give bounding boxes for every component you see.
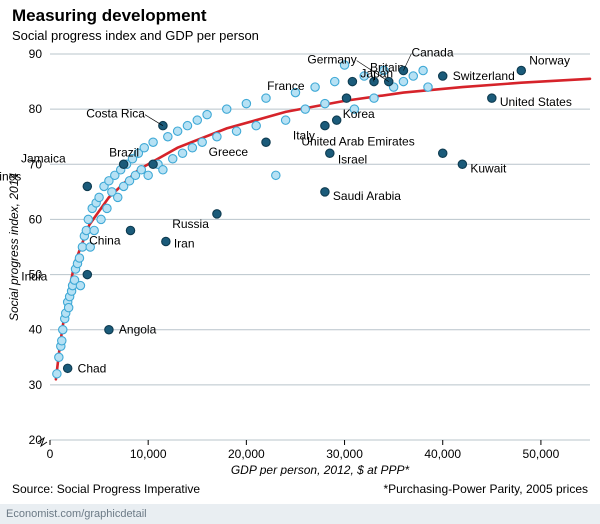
svg-text:0: 0	[47, 447, 54, 461]
svg-text:40,000: 40,000	[424, 447, 461, 461]
footnote-label: *Purchasing-Power Parity, 2005 prices	[383, 482, 588, 496]
svg-text:40: 40	[29, 323, 43, 337]
chart-title: Measuring development	[12, 6, 207, 26]
svg-text:10,000: 10,000	[130, 447, 167, 461]
svg-text:Canada: Canada	[411, 46, 453, 60]
svg-text:80: 80	[29, 102, 43, 116]
svg-text:Jamaica: Jamaica	[21, 151, 66, 165]
svg-text:Chad: Chad	[78, 361, 107, 375]
svg-text:20,000: 20,000	[228, 447, 265, 461]
svg-text:Israel: Israel	[338, 152, 367, 166]
svg-text:France: France	[267, 79, 305, 93]
svg-text:Kuwait: Kuwait	[470, 161, 507, 175]
svg-text:30: 30	[29, 378, 43, 392]
svg-text:Norway: Norway	[529, 54, 570, 68]
svg-text:Japan: Japan	[360, 67, 393, 81]
svg-text:Russia: Russia	[172, 217, 209, 231]
svg-text:Costa Rica: Costa Rica	[86, 107, 145, 121]
svg-text:Brazil: Brazil	[109, 145, 139, 159]
svg-text:Iran: Iran	[174, 236, 195, 250]
chart-subtitle: Social progress index and GDP per person	[12, 28, 259, 43]
svg-text:60: 60	[29, 212, 43, 226]
svg-text:United Arab Emirates: United Arab Emirates	[301, 134, 414, 148]
svg-text:China: China	[89, 233, 121, 247]
svg-text:Korea: Korea	[343, 107, 375, 121]
scatter-chart: 2030405060708090010,00020,00030,00040,00…	[0, 44, 600, 476]
source-label: Source: Social Progress Imperative	[12, 482, 200, 496]
svg-text:Saudi Arabia: Saudi Arabia	[333, 189, 401, 203]
svg-text:90: 90	[29, 47, 43, 61]
svg-text:GDP per person, 2012, $ at PPP: GDP per person, 2012, $ at PPP*	[231, 463, 410, 476]
svg-text:30,000: 30,000	[326, 447, 363, 461]
svg-text:Switzerland: Switzerland	[453, 69, 515, 83]
svg-text:Social progress index, 2014: Social progress index, 2014	[7, 173, 21, 321]
svg-text:United States: United States	[500, 95, 572, 109]
credit-bar: Economist.com/graphicdetail	[0, 504, 600, 524]
svg-text:India: India	[21, 270, 47, 284]
svg-text:50,000: 50,000	[523, 447, 560, 461]
economist-chart-card: { "title": "Measuring development", "sub…	[0, 0, 600, 524]
svg-text:Germany: Germany	[307, 53, 356, 67]
svg-text:Angola: Angola	[119, 323, 157, 337]
svg-text:Greece: Greece	[209, 145, 249, 159]
